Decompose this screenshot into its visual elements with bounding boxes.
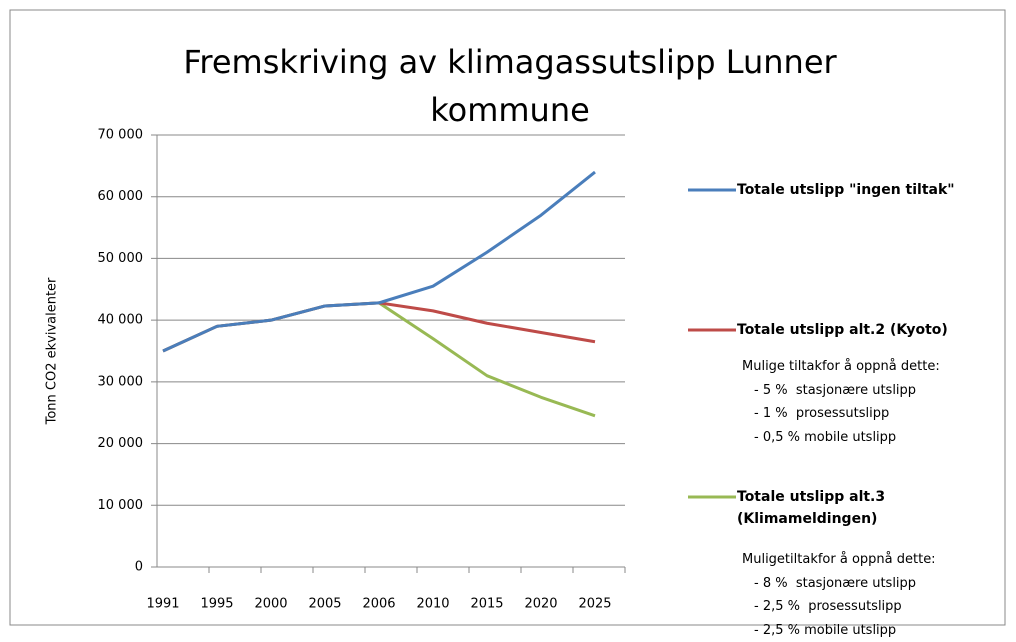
legend-label: Totale utslipp alt.3 (Klimameldingen) xyxy=(737,486,999,530)
annotation-line: Mulige tiltakfor å oppnå dette: xyxy=(742,355,940,379)
y-tick-label: 70 000 xyxy=(98,128,144,143)
x-tick-label: 2010 xyxy=(416,597,449,612)
x-tick-label: 2020 xyxy=(524,597,557,612)
chart-title: Fremskriving av klimagassutslipp Lunner … xyxy=(150,38,870,134)
y-tick-label: 30 000 xyxy=(98,374,144,389)
x-tick-label: 2006 xyxy=(362,597,395,612)
annotation-line: - 1 % prosessutslipp xyxy=(742,402,940,426)
legend-label: Totale utslipp alt.2 (Kyoto) xyxy=(737,319,999,341)
annotation-line: - 2,5 % mobile utslipp xyxy=(742,619,936,642)
y-tick-label: 60 000 xyxy=(98,189,144,204)
annotation-line: - 5 % stasjonære utslipp xyxy=(742,379,940,403)
x-tick-label: 2015 xyxy=(470,597,503,612)
x-tick-label: 2025 xyxy=(578,597,611,612)
annotation-line: - 2,5 % prosessutslipp xyxy=(742,595,936,619)
annotation: Muligetiltakfor å oppnå dette:- 8 % stas… xyxy=(742,548,936,642)
y-tick-label: 20 000 xyxy=(98,436,144,451)
series-line xyxy=(163,172,595,351)
x-tick-label: 1991 xyxy=(146,597,179,612)
x-tick-label: 2000 xyxy=(254,597,287,612)
legend-label: Totale utslipp "ingen tiltak" xyxy=(737,179,999,201)
y-tick-label: 10 000 xyxy=(98,498,144,513)
y-tick-label: 0 xyxy=(135,560,143,575)
y-axis-label: Tonn CO2 ekvivalenter xyxy=(45,277,60,425)
y-tick-label: 40 000 xyxy=(98,313,144,328)
annotation-line: - 0,5 % mobile utslipp xyxy=(742,426,940,450)
annotation: Mulige tiltakfor å oppnå dette:- 5 % sta… xyxy=(742,355,940,449)
x-tick-label: 2005 xyxy=(308,597,341,612)
series-line xyxy=(163,303,595,351)
annotation-line: - 8 % stasjonære utslipp xyxy=(742,572,936,596)
x-tick-label: 1995 xyxy=(200,597,233,612)
y-tick-label: 50 000 xyxy=(98,251,144,266)
annotation-line: Muligetiltakfor å oppnå dette: xyxy=(742,548,936,572)
